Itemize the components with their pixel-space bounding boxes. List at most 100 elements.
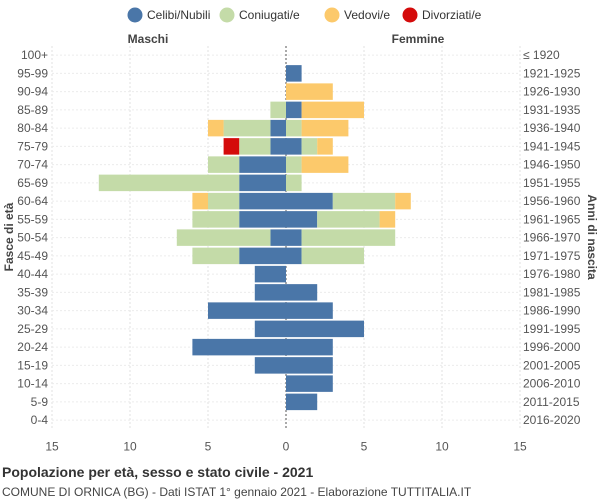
bar-female-60-64 [332, 192, 396, 210]
age-label: 85-89 [17, 103, 48, 117]
bar-male-85-89 [270, 101, 286, 119]
bar-male-80-84 [208, 119, 224, 137]
bar-male-60-64 [239, 192, 286, 210]
birth-year-label: 1936-1940 [523, 121, 581, 135]
birth-year-label: 1966-1970 [523, 231, 581, 245]
birth-year-label: 1971-1975 [523, 249, 581, 263]
bar-male-75-79 [270, 138, 286, 155]
age-label: 10-14 [17, 377, 48, 391]
birth-year-label: 1991-1995 [523, 322, 581, 336]
age-label: 30-34 [17, 304, 48, 318]
bar-female-75-79 [286, 138, 302, 155]
bar-male-35-39 [254, 284, 286, 301]
bar-female-45-49 [301, 247, 364, 265]
birth-year-label: 1941-1945 [523, 139, 581, 153]
bar-male-75-79 [223, 138, 240, 155]
age-label: 95-99 [17, 66, 48, 80]
bar-male-80-84 [270, 119, 286, 137]
birth-year-label: 1931-1935 [523, 103, 581, 117]
birth-year-label: 2011-2015 [523, 395, 580, 409]
x-tick-label: 5 [361, 439, 368, 453]
birth-year-label: 2001-2005 [523, 358, 581, 372]
bar-female-55-59 [317, 211, 380, 228]
bar-male-55-59 [239, 211, 286, 228]
bar-female-85-89 [286, 101, 302, 119]
bar-male-70-74 [239, 156, 286, 173]
age-label: 80-84 [17, 121, 48, 135]
bar-female-20-24 [286, 338, 333, 356]
y-axis-title-right: Anni di nascita [585, 194, 599, 280]
birth-year-label: 1946-1950 [523, 158, 581, 172]
bar-female-60-64 [395, 192, 411, 210]
female-header: Femmine [392, 32, 445, 46]
bar-male-65-69 [239, 174, 286, 192]
bar-female-90-94 [286, 83, 333, 100]
bar-male-60-64 [192, 192, 208, 210]
bar-female-70-74 [301, 156, 349, 173]
birth-year-label: 1996-2000 [523, 340, 581, 354]
birth-year-label: 1926-1930 [523, 85, 581, 99]
x-tick-label: 15 [45, 439, 59, 453]
bar-female-65-69 [286, 174, 302, 192]
birth-year-label: 1956-1960 [523, 194, 581, 208]
legend-marker-2 [219, 7, 235, 23]
bar-male-60-64 [208, 192, 240, 210]
bar-male-45-49 [239, 247, 286, 265]
bar-male-80-84 [223, 119, 271, 137]
y-axis-title-left: Fasce di età [2, 202, 16, 271]
age-label: 5-9 [31, 395, 49, 409]
legend-label-1: Celibi/Nubili [147, 8, 210, 22]
bar-male-75-79 [239, 138, 271, 155]
legend-marker-4 [402, 7, 418, 23]
bar-female-25-29 [286, 320, 364, 338]
bar-female-70-74 [286, 156, 302, 173]
legend-label-4: Divorziati/e [422, 8, 482, 22]
age-label: 45-49 [17, 249, 48, 263]
bar-female-80-84 [286, 119, 302, 137]
chart-title: Popolazione per età, sesso e stato civil… [2, 464, 314, 480]
bar-male-45-49 [192, 247, 240, 265]
birth-year-label: 1981-1985 [523, 285, 581, 299]
age-label: 25-29 [17, 322, 48, 336]
bar-female-55-59 [379, 211, 396, 228]
age-label: 15-19 [17, 358, 48, 372]
birth-year-label: 1976-1980 [523, 267, 581, 281]
bar-male-55-59 [192, 211, 240, 228]
age-label: 60-64 [17, 194, 48, 208]
bar-female-5-9 [286, 393, 318, 411]
bar-female-55-59 [286, 211, 318, 228]
legend-marker-1 [127, 7, 143, 23]
bar-male-40-44 [254, 265, 286, 283]
age-label: 70-74 [17, 158, 48, 172]
chart-subtitle: COMUNE DI ORNICA (BG) - Dati ISTAT 1° ge… [2, 485, 472, 499]
age-label: 55-59 [17, 212, 48, 226]
bar-female-10-14 [286, 375, 333, 392]
x-axis-ticks: 15 10 5 0 5 10 15 [45, 439, 527, 453]
age-label: 90-94 [17, 85, 48, 99]
birth-year-label: 1961-1965 [523, 212, 581, 226]
legend-label-3: Vedovi/e [344, 8, 390, 22]
age-labels: 100+ 95-99 90-94 85-89 80-84 75-79 70-74 65-69 6… [17, 48, 48, 427]
legend-label-2: Coniugati/e [239, 8, 300, 22]
bars [98, 65, 411, 411]
birth-year-label: 1986-1990 [523, 304, 581, 318]
bar-female-60-64 [286, 192, 333, 210]
bar-female-15-19 [286, 357, 333, 374]
age-label: 50-54 [17, 231, 48, 245]
bar-female-95-99 [286, 65, 302, 82]
legend: Celibi/Nubili Coniugati/e Vedovi/e Divorzia… [127, 7, 482, 23]
age-label: 65-69 [17, 176, 48, 190]
x-tick-label: 10 [123, 439, 137, 453]
bar-male-65-69 [98, 174, 240, 192]
bar-female-30-34 [286, 302, 333, 319]
bar-female-80-84 [301, 119, 349, 137]
bar-female-85-89 [301, 101, 364, 119]
age-label: 35-39 [17, 285, 48, 299]
bar-female-45-49 [286, 247, 302, 265]
bar-male-20-24 [192, 338, 286, 356]
age-label: 20-24 [17, 340, 48, 354]
bar-female-75-79 [301, 138, 318, 155]
birth-year-label: 2016-2020 [523, 413, 581, 427]
bar-male-30-34 [208, 302, 286, 319]
bar-male-50-54 [176, 229, 271, 246]
